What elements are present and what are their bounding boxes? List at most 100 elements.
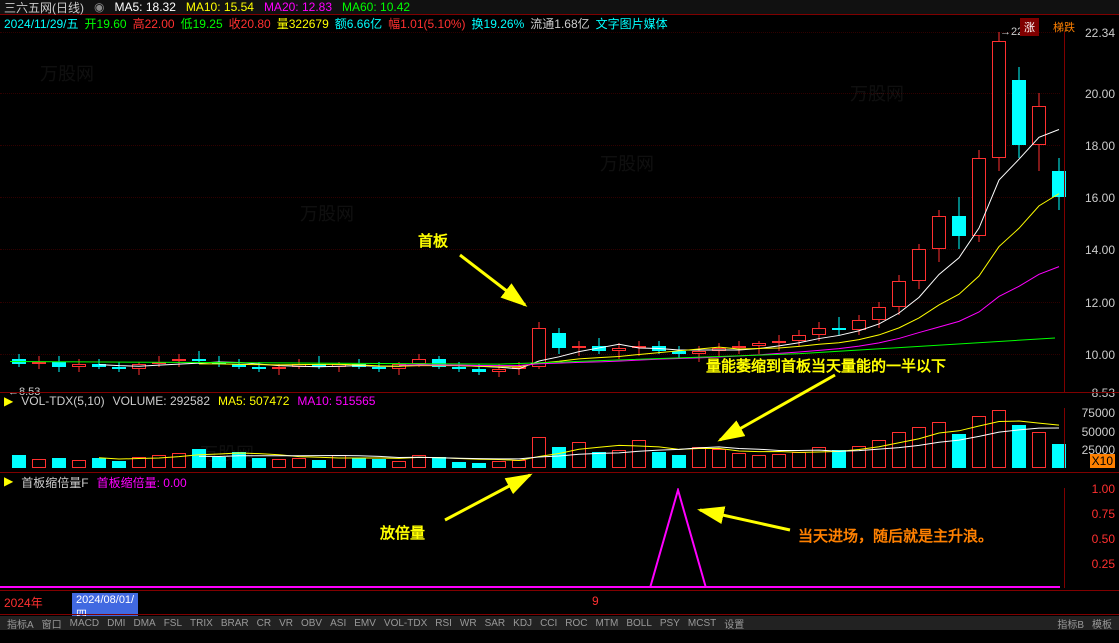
candle[interactable] [452, 32, 466, 392]
volume-bar[interactable] [52, 458, 66, 469]
candle[interactable] [612, 32, 626, 392]
indicator-tab[interactable]: BRAR [218, 618, 252, 629]
volume-bar[interactable] [1012, 425, 1026, 469]
candle[interactable] [572, 32, 586, 392]
volume-bar[interactable] [812, 447, 826, 468]
volume-bar[interactable] [852, 446, 866, 469]
ind-icon[interactable]: ▶ [4, 394, 13, 408]
volume-bar[interactable] [172, 453, 186, 468]
volume-bar[interactable] [412, 455, 426, 469]
candle[interactable] [492, 32, 506, 392]
volume-bar[interactable] [12, 455, 26, 469]
candle[interactable] [312, 32, 326, 392]
candle[interactable] [272, 32, 286, 392]
volume-bar[interactable] [1032, 432, 1046, 468]
volume-bar[interactable] [32, 459, 46, 468]
indicator-tab[interactable]: CR [254, 618, 274, 629]
candle[interactable] [672, 32, 686, 392]
candle[interactable] [1032, 32, 1046, 392]
volume-bar[interactable] [732, 453, 746, 468]
candle[interactable] [292, 32, 306, 392]
volume-bar[interactable] [432, 457, 446, 468]
volume-bar[interactable] [72, 460, 86, 468]
volume-bar[interactable] [572, 442, 586, 468]
candle[interactable] [712, 32, 726, 392]
candle[interactable] [732, 32, 746, 392]
indicator-tab[interactable]: OBV [298, 618, 325, 629]
volume-bar[interactable] [492, 461, 506, 468]
volume-bar[interactable] [692, 447, 706, 468]
candle[interactable] [632, 32, 646, 392]
candle[interactable] [392, 32, 406, 392]
volume-bar[interactable] [192, 449, 206, 468]
indicator-tab[interactable]: RSI [432, 618, 455, 629]
volume-bar[interactable] [392, 461, 406, 469]
candle[interactable] [532, 32, 546, 392]
indicator-tab[interactable]: SAR [482, 618, 509, 629]
candle[interactable] [692, 32, 706, 392]
volume-bar[interactable] [232, 452, 246, 469]
volume-bar[interactable] [672, 455, 686, 469]
zhang-badge[interactable]: 涨 [1020, 18, 1039, 36]
volume-bar[interactable] [912, 427, 926, 468]
indicator-tab[interactable]: 窗口 [39, 616, 65, 630]
indicator-tab[interactable]: EMV [351, 618, 379, 629]
candle[interactable] [92, 32, 106, 392]
candle[interactable] [972, 32, 986, 392]
volume-bar[interactable] [652, 452, 666, 469]
indicator-tab[interactable]: PSY [657, 618, 683, 629]
volume-bar[interactable] [152, 455, 166, 469]
volume-bar[interactable] [832, 450, 846, 468]
indicator-tab[interactable]: CCI [537, 618, 560, 629]
indicator-tab[interactable]: TRIX [187, 618, 216, 629]
volume-bar[interactable] [872, 440, 886, 469]
indicator-tab[interactable]: WR [457, 618, 480, 629]
volume-bar[interactable] [892, 432, 906, 468]
indicator-tab[interactable]: DMI [104, 618, 128, 629]
volume-bar[interactable] [92, 458, 106, 468]
volume-bar[interactable] [312, 460, 326, 468]
volume-bar[interactable] [972, 416, 986, 469]
candle[interactable] [472, 32, 486, 392]
volume-bar[interactable] [372, 459, 386, 468]
volume-bar[interactable] [592, 452, 606, 469]
candle[interactable] [932, 32, 946, 392]
candle[interactable] [132, 32, 146, 392]
ind-icon2[interactable]: ▶ [4, 474, 13, 488]
volume-bar[interactable] [132, 457, 146, 468]
candle[interactable] [172, 32, 186, 392]
candle[interactable] [372, 32, 386, 392]
volume-bar[interactable] [632, 440, 646, 469]
volume-bar[interactable] [772, 454, 786, 468]
candle[interactable] [192, 32, 206, 392]
volume-chart[interactable] [0, 408, 1060, 468]
candle[interactable] [432, 32, 446, 392]
candle[interactable] [332, 32, 346, 392]
candle[interactable] [992, 32, 1006, 392]
volume-bar[interactable] [532, 437, 546, 469]
candle[interactable] [32, 32, 46, 392]
candle[interactable] [832, 32, 846, 392]
volume-bar[interactable] [112, 461, 126, 469]
diedie-badge[interactable]: 梯跌 [1049, 18, 1079, 36]
candle[interactable] [412, 32, 426, 392]
volume-bar[interactable] [752, 455, 766, 469]
volume-bar[interactable] [292, 458, 306, 468]
candle[interactable] [72, 32, 86, 392]
candle[interactable] [772, 32, 786, 392]
candle[interactable] [52, 32, 66, 392]
candle[interactable] [592, 32, 606, 392]
candle[interactable] [852, 32, 866, 392]
volume-bar[interactable] [612, 450, 626, 468]
bottom-tabs[interactable]: 指标A窗口MACDDMIDMAFSLTRIXBRARCRVROBVASIEMVV… [0, 616, 1119, 630]
volume-bar[interactable] [512, 460, 526, 468]
candle[interactable] [552, 32, 566, 392]
indicator-tab[interactable]: BOLL [623, 618, 655, 629]
volume-bar[interactable] [452, 462, 466, 468]
indicator-tab[interactable]: 指标A [4, 616, 37, 630]
indicator-tab[interactable]: DMA [130, 618, 158, 629]
candle[interactable] [792, 32, 806, 392]
indicator-tab[interactable]: KDJ [510, 618, 535, 629]
candle[interactable] [952, 32, 966, 392]
volume-bar[interactable] [932, 422, 946, 469]
